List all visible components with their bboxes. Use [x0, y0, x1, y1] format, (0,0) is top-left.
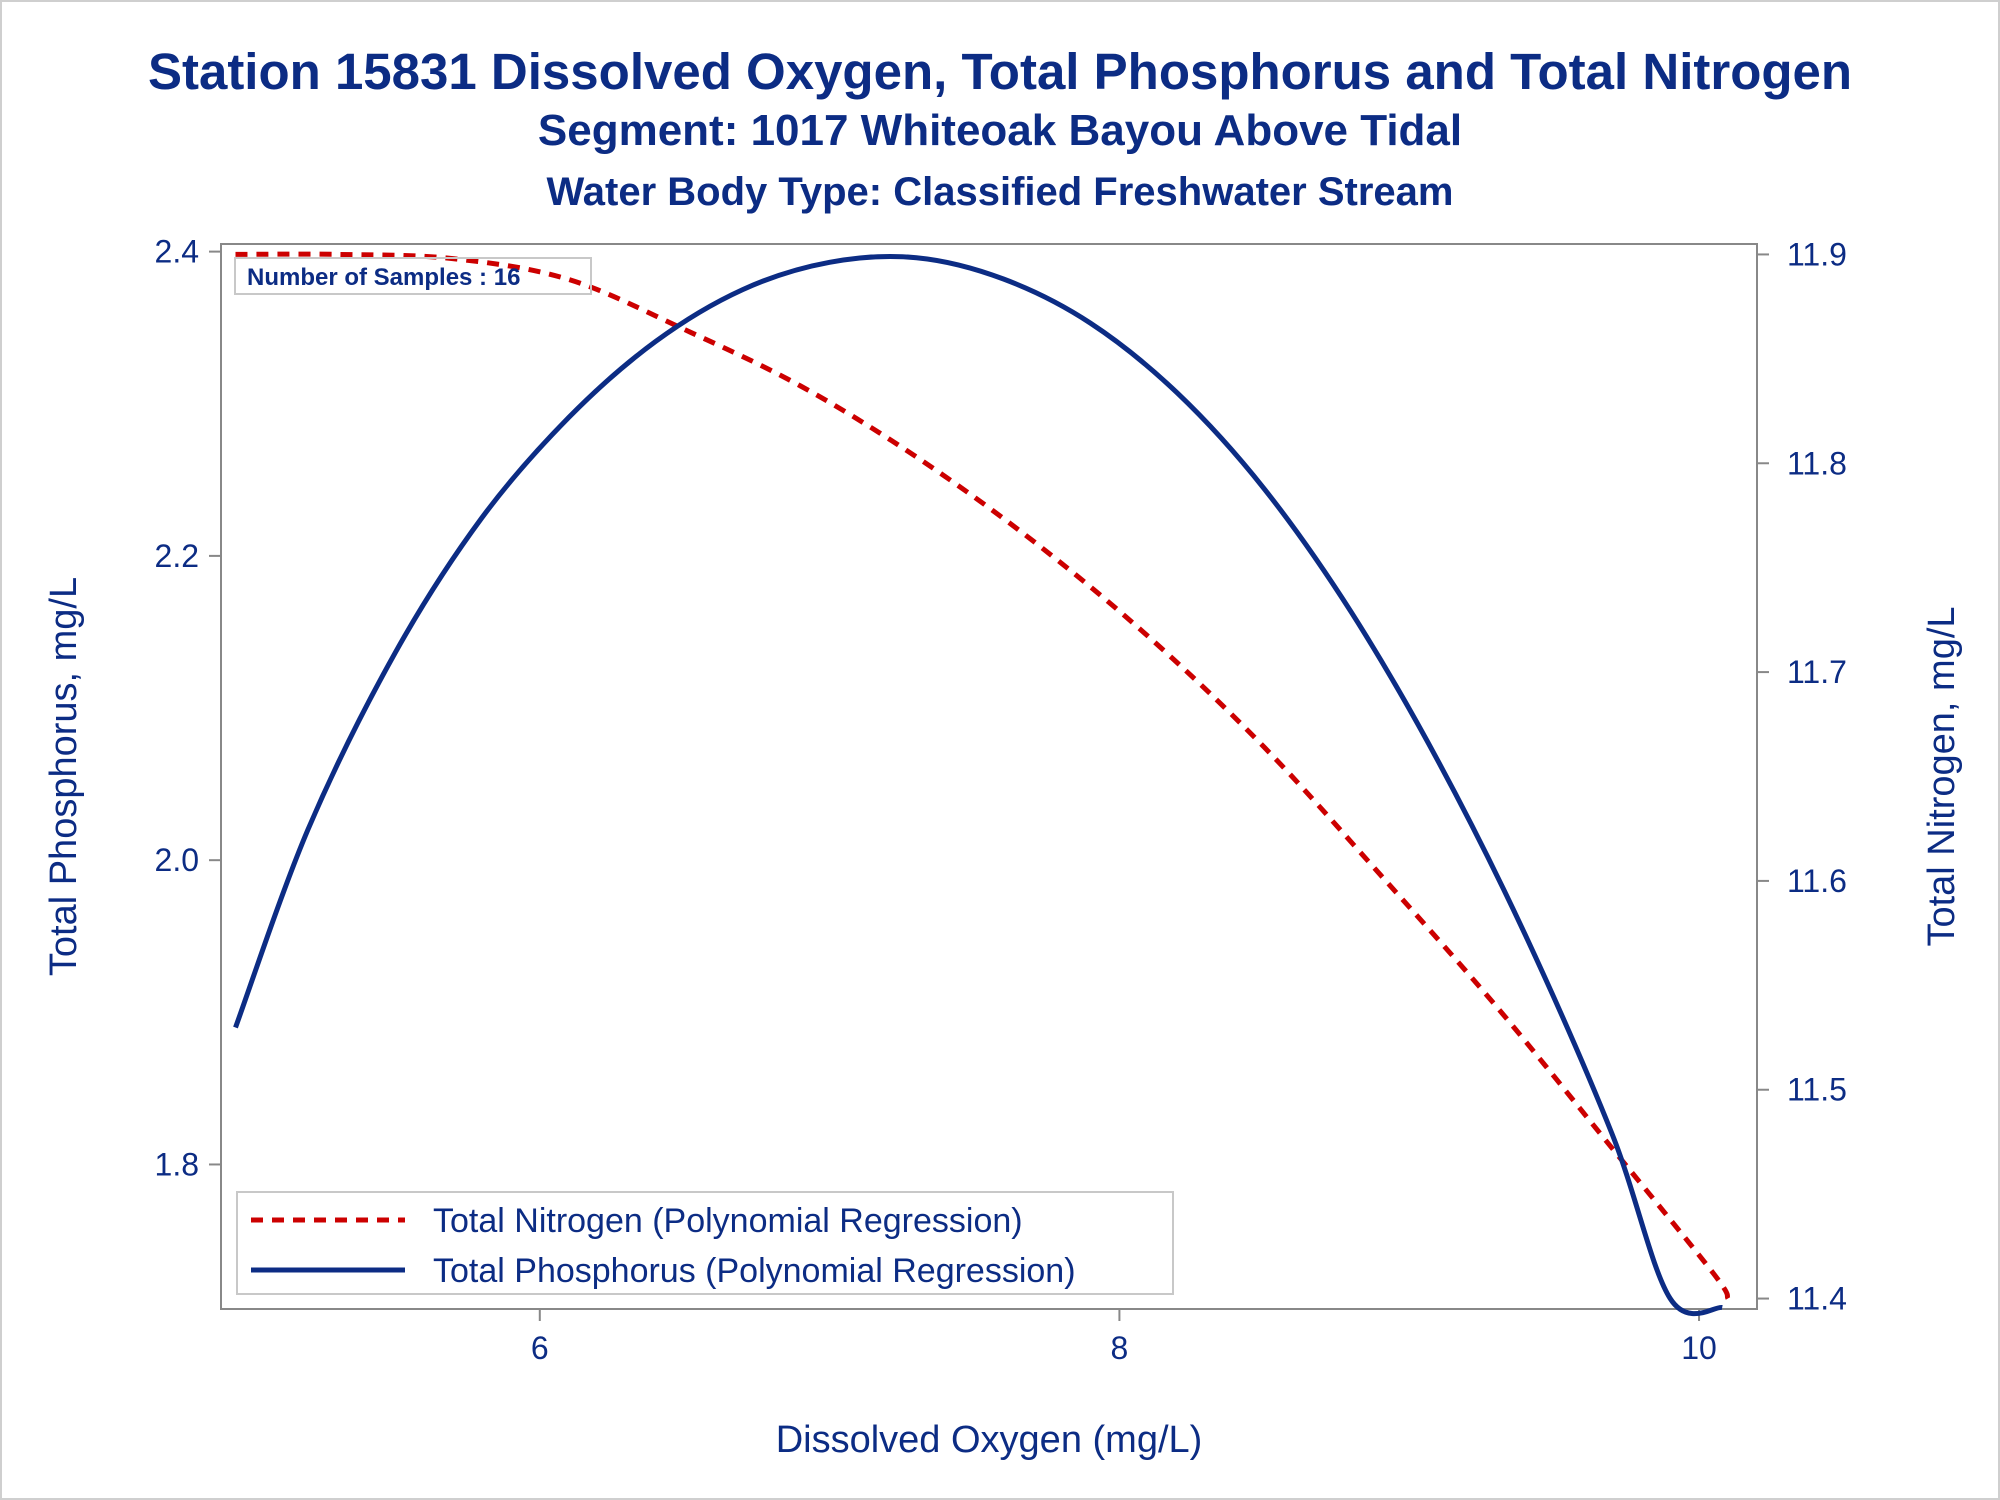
y2-tick-label: 11.8: [1787, 445, 1847, 481]
y2-tick-label: 11.7: [1787, 654, 1847, 690]
y2-axis-label: Total Nitrogen, mg/L: [1921, 606, 1963, 946]
x-axis-label: Dissolved Oxygen (mg/L): [776, 1419, 1203, 1461]
y2-tick-label: 11.9: [1787, 236, 1847, 272]
y2-tick-label: 11.5: [1787, 1072, 1847, 1108]
chart-subtitle: Segment: 1017 Whiteoak Bayou Above Tidal: [537, 106, 1463, 155]
series-line-total-phosphorus: [233, 253, 1723, 1317]
legend-item-label: Total Phosphorus (Polynomial Regression): [433, 1252, 1076, 1290]
x-tick-label: 10: [1681, 1330, 1717, 1366]
legend-box: [236, 1191, 1174, 1295]
x-tick-label: 6: [531, 1330, 549, 1366]
chart-subtitle-water-body: Water Body Type: Classified Freshwater S…: [546, 170, 1454, 214]
chart-title: Station 15831 Dissolved Oxygen, Total Ph…: [147, 43, 1853, 100]
y2-tick-label: 11.4: [1787, 1281, 1847, 1317]
series-line-total-nitrogen: [235, 251, 1731, 1300]
legend-item-label: Total Nitrogen (Polynomial Regression): [433, 1202, 1023, 1240]
y-tick-label: 2.2: [155, 538, 199, 574]
samples-annotation-box: [234, 257, 592, 295]
x-tick-label: 8: [1111, 1330, 1129, 1366]
y2-tick-label: 11.6: [1787, 863, 1847, 899]
plot-area-border: [220, 243, 1758, 1310]
samples-annotation-text: Number of Samples : 16: [247, 264, 520, 291]
y-tick-label: 1.8: [155, 1146, 199, 1182]
y-tick-label: 2.0: [155, 842, 199, 878]
y-axis-label: Total Phosphorus, mg/L: [43, 577, 85, 976]
y-tick-label: 2.4: [155, 234, 199, 270]
